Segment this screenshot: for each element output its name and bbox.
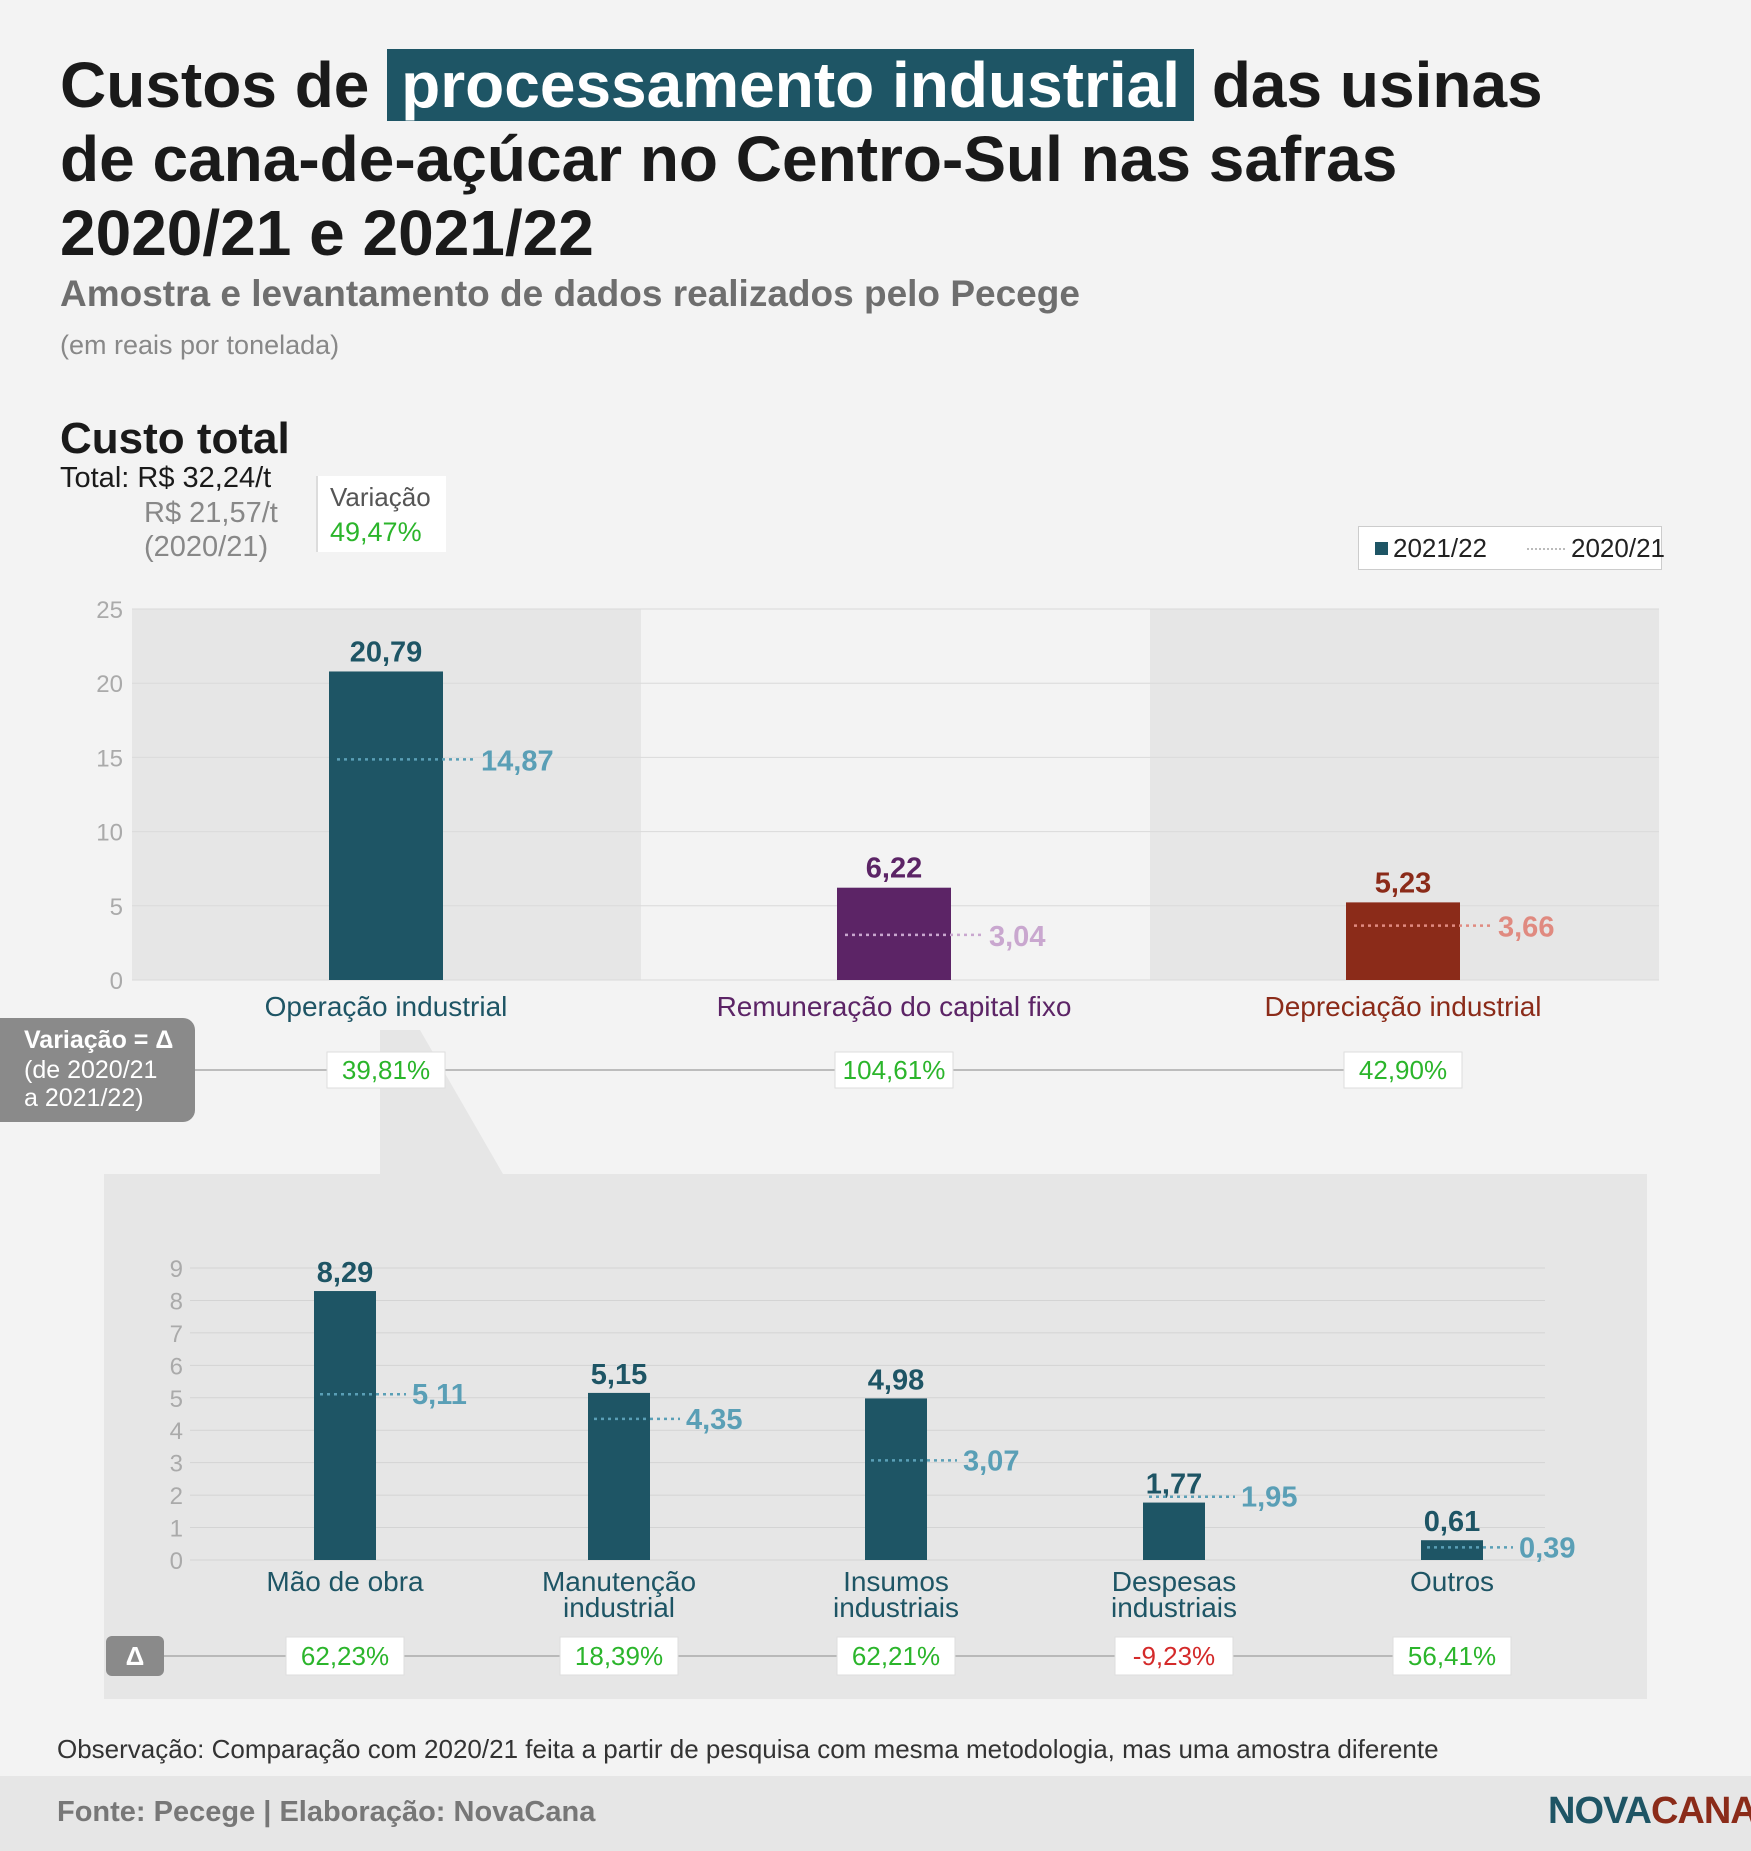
previous-value-label: 0,39 xyxy=(1519,1532,1575,1564)
y-tick-label: 1 xyxy=(170,1516,183,1543)
variation-value: 42,90% xyxy=(1359,1055,1447,1085)
previous-value-label: 3,66 xyxy=(1498,912,1554,944)
unit-note: (em reais por tonelada) xyxy=(60,330,340,360)
category-label: Despesas xyxy=(1112,1566,1237,1597)
variation-value: 104,61% xyxy=(843,1055,946,1085)
page-title: Custos de processamento industrial das u… xyxy=(60,49,1543,269)
category-label: Manutenção xyxy=(542,1566,696,1597)
variation-value: 62,21% xyxy=(852,1641,940,1671)
y-tick-label: 7 xyxy=(170,1321,183,1348)
total-value: Total: R$ 32,24/t xyxy=(60,462,272,494)
source-credit: Fonte: Pecege | Elaboração: NovaCana xyxy=(57,1796,596,1828)
bar-2021-22 xyxy=(588,1392,650,1560)
category-label: industriais xyxy=(833,1592,959,1623)
y-tick-label: 15 xyxy=(96,745,123,772)
previous-value-label: 3,07 xyxy=(963,1445,1019,1477)
bar-value-label: 6,22 xyxy=(866,853,922,885)
legend-previous: 2020/21 xyxy=(1571,533,1665,563)
previous-value-label: 5,11 xyxy=(412,1379,467,1411)
variation-value: 56,41% xyxy=(1408,1641,1496,1671)
variation-badge xyxy=(559,1636,679,1676)
variation-value: 18,39% xyxy=(575,1641,663,1671)
bar-2021-22 xyxy=(865,1398,927,1560)
y-tick-label: 2 xyxy=(170,1483,183,1510)
bar-value-label: 8,29 xyxy=(317,1257,373,1289)
category-label: Remuneração do capital fixo xyxy=(717,991,1072,1022)
legend-current: 2021/22 xyxy=(1393,533,1487,563)
novacana-logo: NOVACANA xyxy=(1548,1790,1751,1832)
variation-label: Variação xyxy=(330,482,431,512)
bar-2021-22 xyxy=(1421,1540,1483,1560)
y-tick-label: 5 xyxy=(110,894,123,921)
variation-value: 49,47% xyxy=(330,517,422,547)
category-label: Operação industrial xyxy=(265,991,508,1022)
bar-value-label: 5,15 xyxy=(591,1359,647,1391)
bar-2021-22 xyxy=(329,671,443,980)
title-highlight: processamento industrial xyxy=(387,49,1195,121)
variation-badge xyxy=(836,1636,956,1676)
legend-swatch-current xyxy=(1375,542,1388,555)
category-label: Insumos xyxy=(843,1566,949,1597)
bar-2021-22 xyxy=(1143,1502,1205,1560)
bar-2021-22 xyxy=(314,1291,376,1560)
y-tick-label: 8 xyxy=(170,1288,183,1315)
bar-value-label: 0,61 xyxy=(1424,1506,1480,1538)
footer-bar xyxy=(0,1776,1751,1851)
legend-dash-previous xyxy=(1527,548,1565,550)
variation-badge xyxy=(1343,1051,1463,1089)
y-tick-label: 9 xyxy=(170,1256,183,1283)
y-tick-label: 5 xyxy=(170,1386,183,1413)
subtitle: Amostra e levantamento de dados realizad… xyxy=(60,273,1080,314)
variation-value: 39,81% xyxy=(342,1055,430,1085)
variation-value: -9,23% xyxy=(1133,1641,1215,1671)
y-tick-label: 10 xyxy=(96,820,123,847)
observation-note: Observação: Comparação com 2020/21 feita… xyxy=(57,1734,1439,1764)
variation-badge xyxy=(285,1636,405,1676)
legend: 2021/22 2020/21 xyxy=(1358,526,1665,570)
variation-badge xyxy=(1114,1636,1234,1676)
bar-value-label: 5,23 xyxy=(1375,867,1431,899)
y-tick-label: 25 xyxy=(96,597,123,624)
variation-value: 62,23% xyxy=(301,1641,389,1671)
category-label: industrial xyxy=(563,1592,675,1623)
y-tick-label: 0 xyxy=(110,968,123,995)
category-label: Depreciação industrial xyxy=(1264,991,1541,1022)
y-tick-label: 0 xyxy=(170,1548,183,1575)
category-label: industriais xyxy=(1111,1592,1237,1623)
previous-value-label: 14,87 xyxy=(481,745,554,777)
previous-value-label: 4,35 xyxy=(686,1404,742,1436)
total-variation-box: Variação 49,47% xyxy=(316,476,446,552)
previous-total: R$ 21,57/t (2020/21) xyxy=(144,497,278,563)
variation-legend-box: Variação = Δ (de 2020/21 a 2021/22) xyxy=(0,1018,195,1122)
category-label: Outros xyxy=(1410,1566,1494,1597)
variation-badge xyxy=(834,1051,954,1089)
y-tick-label: 20 xyxy=(96,671,123,698)
bar-value-label: 20,79 xyxy=(350,636,423,668)
previous-value-label: 3,04 xyxy=(989,921,1045,953)
y-tick-label: 6 xyxy=(170,1353,183,1380)
delta-label: Δ xyxy=(106,1636,164,1676)
section-title: Custo total xyxy=(60,414,290,463)
bar-value-label: 4,98 xyxy=(868,1364,924,1396)
y-tick-label: 3 xyxy=(170,1451,183,1478)
bar-2021-22 xyxy=(1346,902,1460,980)
variation-badge xyxy=(326,1051,446,1089)
bar-value-label: 1,77 xyxy=(1146,1469,1202,1501)
variation-badge xyxy=(1392,1636,1512,1676)
y-tick-label: 4 xyxy=(170,1418,183,1445)
category-label: Mão de obra xyxy=(266,1566,424,1597)
previous-value-label: 1,95 xyxy=(1241,1482,1297,1514)
